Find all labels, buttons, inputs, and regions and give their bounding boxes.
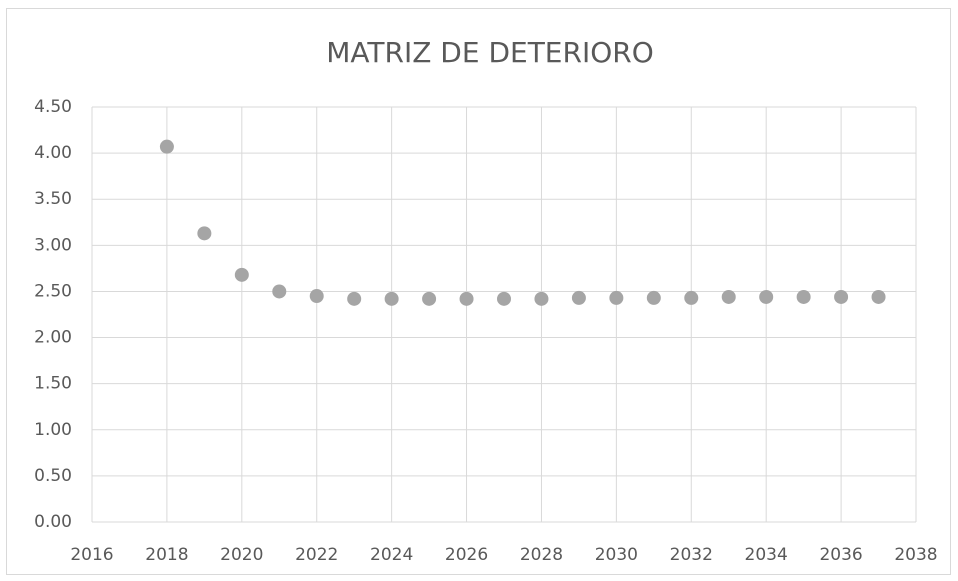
y-tick-label: 4.50 bbox=[34, 97, 72, 117]
y-tick-label: 3.00 bbox=[34, 235, 72, 255]
y-tick-label: 0.50 bbox=[34, 466, 72, 486]
x-tick-label: 2038 bbox=[894, 545, 937, 565]
point bbox=[534, 291, 549, 306]
y-tick-label: 0.00 bbox=[34, 512, 72, 532]
y-tick-label: 3.50 bbox=[34, 189, 72, 209]
x-tick-label: 2036 bbox=[819, 545, 862, 565]
y-tick-label: 1.00 bbox=[34, 420, 72, 440]
x-tick-label: 2024 bbox=[370, 545, 413, 565]
point bbox=[422, 291, 437, 306]
point bbox=[834, 289, 849, 304]
point bbox=[684, 290, 699, 305]
x-tick-label: 2034 bbox=[745, 545, 788, 565]
x-tick-label: 2018 bbox=[145, 545, 188, 565]
y-tick-label: 1.50 bbox=[34, 374, 72, 394]
point bbox=[197, 226, 212, 241]
point bbox=[234, 267, 249, 282]
point bbox=[309, 289, 324, 304]
point bbox=[384, 291, 399, 306]
y-tick-label: 4.00 bbox=[34, 143, 72, 163]
point bbox=[796, 289, 811, 304]
point bbox=[571, 290, 586, 305]
point bbox=[347, 291, 362, 306]
x-tick-label: 2030 bbox=[595, 545, 638, 565]
x-tick-label: 2022 bbox=[295, 545, 338, 565]
x-tick-label: 2028 bbox=[520, 545, 563, 565]
x-tick-label: 2020 bbox=[220, 545, 263, 565]
y-tick-label: 2.00 bbox=[34, 328, 72, 348]
point bbox=[609, 290, 624, 305]
point bbox=[459, 291, 474, 306]
point bbox=[497, 291, 511, 306]
chart-title: MATRIZ DE DETERIORO bbox=[326, 36, 653, 69]
point bbox=[272, 284, 287, 299]
point bbox=[721, 289, 736, 304]
y-tick-label: 2.50 bbox=[34, 281, 72, 301]
point bbox=[759, 289, 774, 304]
x-tick-label: 2032 bbox=[670, 545, 713, 565]
x-tick-label: 2016 bbox=[70, 545, 113, 565]
point bbox=[159, 139, 174, 154]
point bbox=[646, 290, 661, 305]
point bbox=[871, 289, 886, 304]
x-tick-label: 2026 bbox=[445, 545, 488, 565]
